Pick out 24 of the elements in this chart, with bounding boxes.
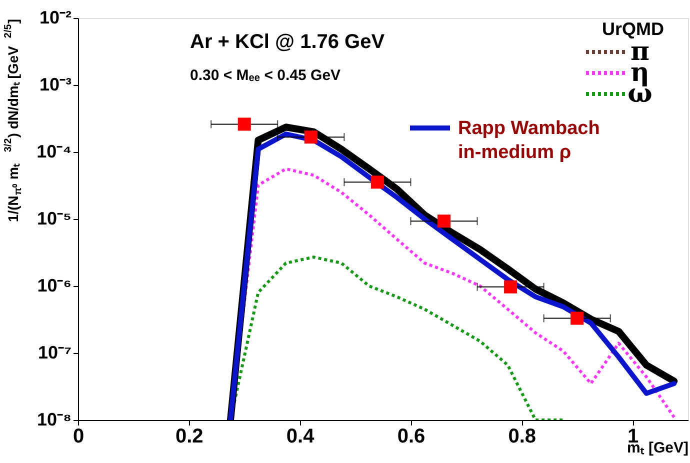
point <box>437 214 451 228</box>
y-tick-label: 10⁻³ <box>39 74 72 94</box>
point <box>238 118 251 131</box>
text: Ar + KCl @ 1.76 GeV <box>190 31 386 53</box>
text: 0.30 < Mₑₑ < 0.45 GeV <box>190 67 341 84</box>
y-axis-title: 1/(Nπ⁰ mₜ3/2) dN/dmₜ [GeV2/5] <box>3 18 24 222</box>
legend-label: π <box>630 37 650 67</box>
point <box>370 176 384 189</box>
point <box>504 280 518 294</box>
y-tick-label: 10⁻⁴ <box>36 142 72 162</box>
y-tick-label: 10⁻² <box>39 8 72 28</box>
y-tick-label: 10⁻⁷ <box>38 342 72 362</box>
point <box>304 130 318 144</box>
y-tick-label: 10⁻⁶ <box>37 276 72 296</box>
x-tick-label: 0 <box>72 426 84 448</box>
x-tick-label: 0.4 <box>286 426 316 448</box>
y-tick-label: 10⁻⁸ <box>36 410 72 430</box>
x-tick-label: 0.6 <box>397 426 426 448</box>
legend-title: UrQMD <box>602 19 664 39</box>
x-tick-label: 0.8 <box>508 426 536 448</box>
point <box>570 312 584 325</box>
x-tick-label: 0.2 <box>176 426 204 448</box>
y-tick-label: 10⁻⁵ <box>37 208 72 228</box>
legend-label: Rapp Wambach in-medium ρ <box>458 118 600 163</box>
